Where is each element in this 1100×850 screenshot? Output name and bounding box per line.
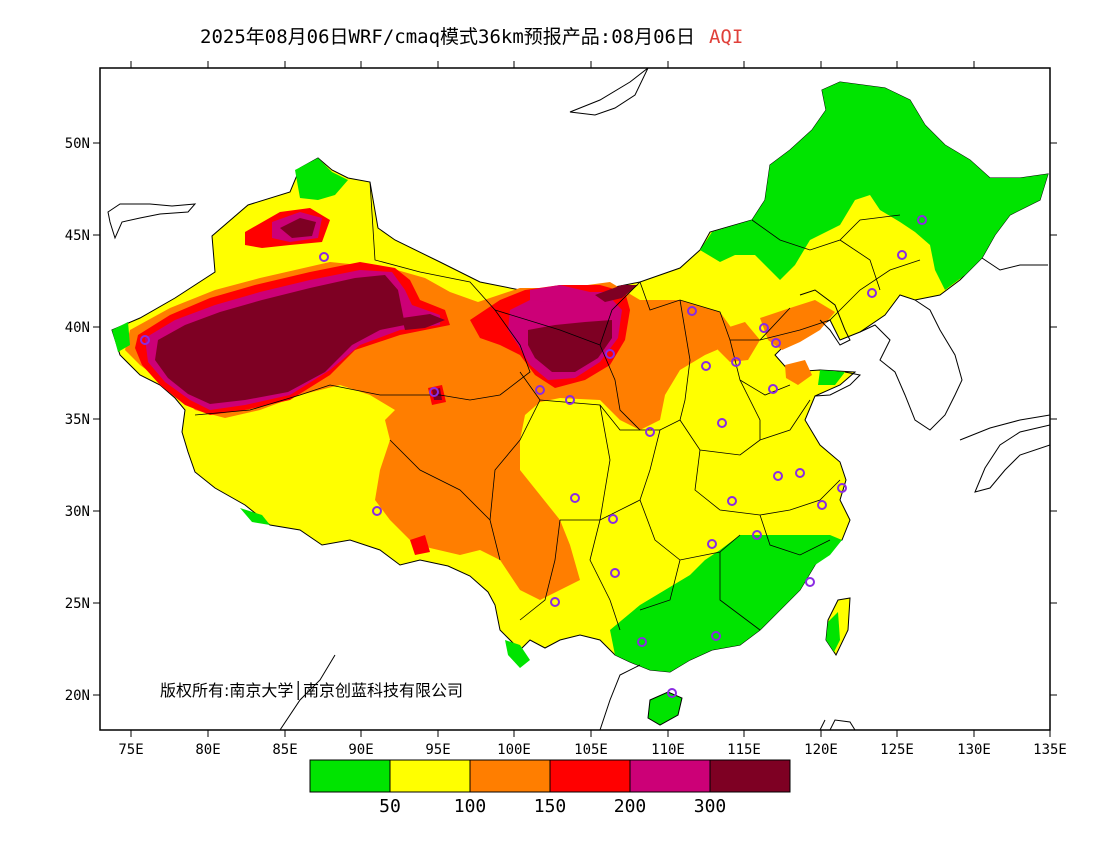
lon-label: 90E	[348, 742, 373, 758]
green-zone-xinjiang-north	[295, 158, 348, 200]
station-marker	[707, 539, 717, 549]
station-marker	[817, 500, 827, 510]
station-marker	[727, 496, 737, 506]
hainan-island	[647, 691, 683, 726]
station-marker	[805, 577, 815, 587]
station-marker	[610, 568, 620, 578]
legend-label: 150	[534, 796, 567, 817]
green-zone-south-china	[610, 535, 842, 672]
legend-label: 200	[614, 796, 647, 817]
station-marker	[752, 530, 762, 540]
orange-zone-hebei	[718, 322, 760, 362]
map-content	[107, 68, 1050, 730]
station-marker	[645, 427, 655, 437]
lon-label: 80E	[195, 742, 220, 758]
station-marker	[608, 514, 618, 524]
legend-swatch	[469, 759, 551, 793]
station-marker	[759, 323, 769, 333]
maroon-zone-alashan	[595, 285, 638, 302]
station-marker	[550, 597, 560, 607]
variable-label: AQI	[708, 26, 744, 48]
green-zone-yunnan	[505, 640, 530, 668]
legend-swatch	[549, 759, 631, 793]
lon-label: 85E	[272, 742, 297, 758]
station-marker	[319, 252, 329, 262]
lon-label: 135E	[1033, 742, 1067, 758]
maroon-zone-taklamakan-east	[402, 314, 445, 330]
lon-label: 105E	[574, 742, 608, 758]
purple-zone-alashan	[530, 285, 590, 302]
station-marker	[535, 385, 545, 395]
lat-labels: 50N 45N 40N 35N 30N 25N 20N	[65, 136, 90, 704]
lon-label: 110E	[651, 742, 685, 758]
station-marker	[771, 338, 781, 348]
province-boundaries	[194, 181, 921, 631]
lat-axis	[93, 142, 1057, 696]
legend-swatch	[629, 759, 711, 793]
station-marker	[837, 483, 847, 493]
station-marker	[637, 637, 647, 647]
station-marker	[140, 335, 150, 345]
station-marker	[731, 357, 741, 367]
station-marker	[867, 288, 877, 298]
station-marker	[565, 395, 575, 405]
legend-labels: 50 100 150 200 300	[379, 796, 726, 817]
legend-label: 100	[454, 796, 487, 817]
orange-zone-shandong	[785, 360, 812, 385]
station-marker	[768, 384, 778, 394]
legend-swatch	[709, 759, 791, 793]
lat-label: 25N	[65, 596, 90, 612]
lon-label: 115E	[727, 742, 761, 758]
lat-label: 30N	[65, 504, 90, 520]
maroon-zone-gobi	[528, 320, 612, 372]
legend-label: 300	[694, 796, 727, 817]
map-frame	[99, 67, 1051, 731]
maroon-zone-junggar	[280, 218, 316, 238]
station-marker	[795, 468, 805, 478]
station-marker	[701, 361, 711, 371]
lat-label: 45N	[65, 228, 90, 244]
lat-label: 50N	[65, 136, 90, 152]
station-marker	[429, 387, 439, 397]
station-marker	[717, 418, 727, 428]
station-marker	[897, 250, 907, 260]
taiwan-green	[826, 612, 840, 652]
map-title: 2025年08月06日WRF/cmaq模式36km预报产品:08月06日 AQI	[200, 22, 743, 49]
legend-swatch	[389, 759, 471, 793]
station-marker	[372, 506, 382, 516]
lat-label: 20N	[65, 688, 90, 704]
lat-label: 35N	[65, 412, 90, 428]
lon-label: 125E	[880, 742, 914, 758]
maroon-zone-taklamakan	[155, 275, 405, 404]
station-marker	[917, 215, 927, 225]
red-zone-tibet	[410, 535, 430, 555]
lon-label: 100E	[497, 742, 531, 758]
lon-label: 120E	[804, 742, 838, 758]
lon-label: 75E	[118, 742, 143, 758]
station-marker	[570, 493, 580, 503]
title-text: 2025年08月06日WRF/cmaq模式36km预报产品:08月06日	[200, 26, 695, 48]
green-zone-xinjiang-west	[112, 322, 130, 352]
green-zone-tibet-south	[240, 508, 270, 525]
station-marker	[605, 349, 615, 359]
green-zone-northeast	[700, 82, 1048, 290]
lon-label: 130E	[957, 742, 991, 758]
legend-colorbar	[309, 759, 791, 793]
lon-labels: 75E 80E 85E 90E 95E 100E 105E 110E 115E …	[118, 742, 1067, 758]
lat-label: 40N	[65, 320, 90, 336]
legend-swatch	[309, 759, 391, 793]
copyright-text: 版权所有:南京大学│南京创蓝科技有限公司	[160, 680, 463, 700]
green-zone-shanxi	[818, 370, 845, 385]
station-marker	[687, 306, 697, 316]
orange-zone-beijing	[760, 300, 835, 350]
station-marker	[711, 631, 721, 641]
station-marker	[773, 471, 783, 481]
coastlines	[107, 68, 1050, 730]
station-markers	[140, 215, 927, 698]
legend-label: 50	[379, 796, 401, 817]
lon-label: 95E	[425, 742, 450, 758]
lon-axis	[130, 61, 1051, 737]
station-marker	[667, 688, 677, 698]
